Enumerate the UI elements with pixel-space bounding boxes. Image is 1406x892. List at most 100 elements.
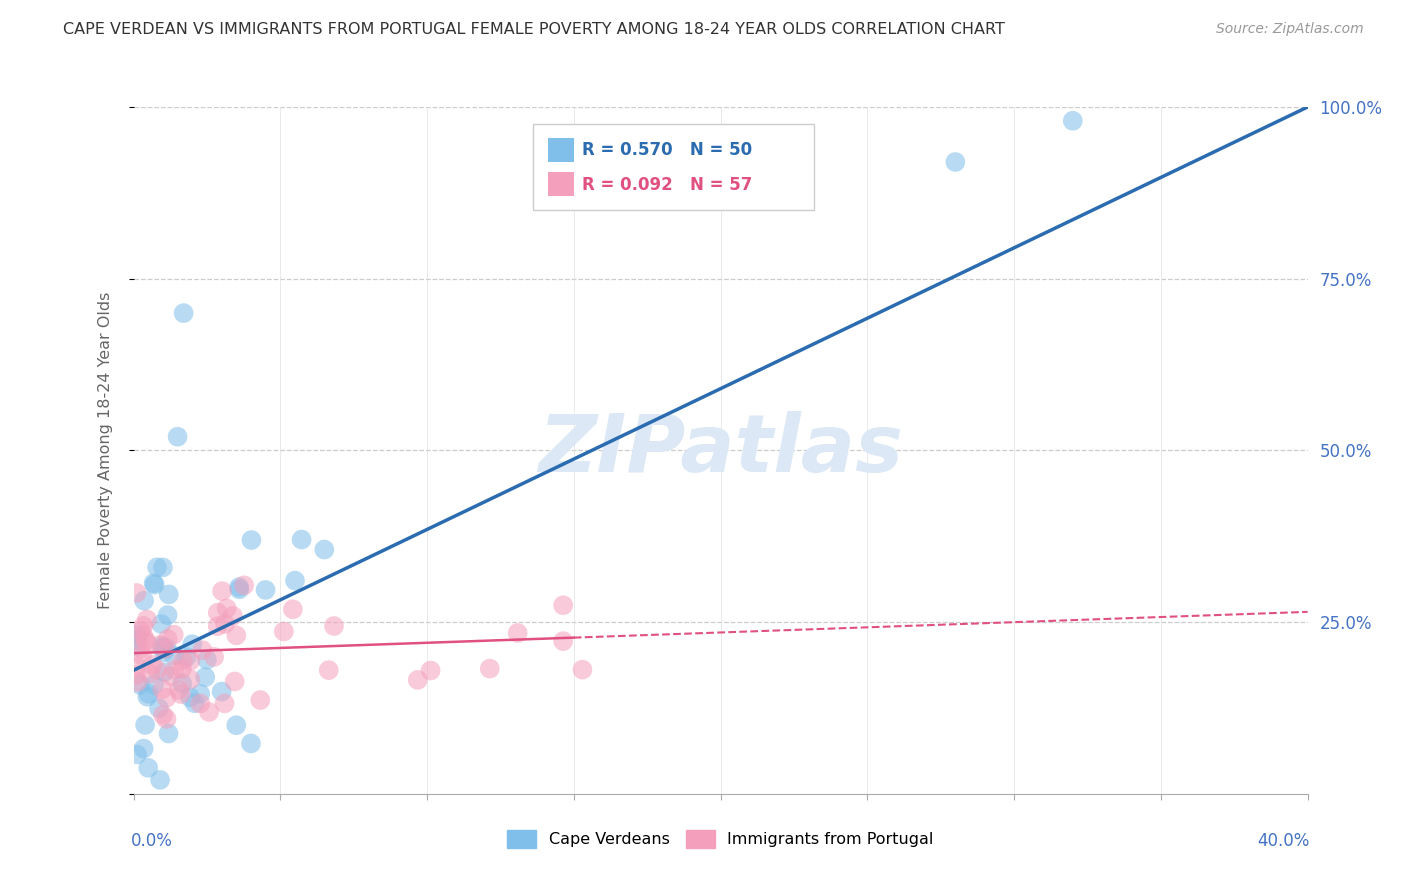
Point — [194, 670, 217, 684]
Point — [152, 640, 174, 655]
Point — [142, 576, 165, 591]
Point — [155, 690, 177, 705]
FancyBboxPatch shape — [533, 124, 814, 211]
Point — [225, 628, 247, 642]
Point — [202, 649, 225, 664]
Point — [163, 648, 186, 663]
Point — [141, 657, 163, 672]
Point — [225, 718, 247, 732]
Point — [179, 654, 201, 668]
Point — [152, 708, 174, 723]
Point — [134, 593, 156, 607]
Point — [138, 687, 160, 701]
Point — [134, 633, 156, 648]
Point — [188, 697, 211, 711]
Point — [170, 687, 193, 701]
Point — [228, 580, 250, 594]
Point — [127, 675, 149, 690]
Point — [125, 747, 148, 762]
Point — [136, 761, 159, 775]
Point — [132, 741, 155, 756]
Point — [191, 643, 214, 657]
Point — [176, 650, 198, 665]
Point — [318, 663, 340, 677]
Point — [143, 577, 166, 591]
Point — [128, 678, 150, 692]
Point — [153, 645, 176, 659]
Point — [146, 663, 169, 677]
Point — [215, 601, 238, 615]
Point — [181, 637, 204, 651]
Point — [125, 586, 148, 600]
Point — [136, 690, 159, 704]
Point — [166, 430, 188, 444]
Point — [195, 653, 218, 667]
Point — [290, 533, 312, 547]
Point — [125, 628, 148, 642]
Point — [239, 736, 263, 750]
Point — [153, 665, 176, 680]
Point — [156, 608, 179, 623]
Point — [146, 560, 169, 574]
Point — [179, 690, 201, 705]
Point — [157, 726, 180, 740]
Point — [125, 639, 148, 653]
FancyBboxPatch shape — [548, 138, 574, 162]
Point — [150, 617, 173, 632]
Point — [314, 542, 336, 557]
Point — [273, 624, 295, 639]
Point — [139, 666, 162, 681]
Point — [228, 582, 250, 597]
Point — [188, 687, 211, 701]
Point — [153, 642, 176, 657]
Point — [157, 587, 180, 601]
Point — [281, 602, 304, 616]
Point — [506, 626, 529, 640]
Text: Source: ZipAtlas.com: Source: ZipAtlas.com — [1216, 22, 1364, 37]
Point — [163, 663, 186, 677]
Point — [571, 663, 593, 677]
Y-axis label: Female Poverty Among 18-24 Year Olds: Female Poverty Among 18-24 Year Olds — [98, 292, 112, 609]
Point — [125, 659, 148, 673]
Point — [323, 619, 346, 633]
Point — [132, 619, 155, 633]
Point — [233, 578, 256, 592]
Point — [148, 701, 170, 715]
FancyBboxPatch shape — [548, 172, 574, 196]
Point — [134, 718, 156, 732]
Point — [419, 664, 441, 678]
Point — [149, 638, 172, 652]
Point — [170, 662, 193, 676]
Point — [155, 712, 177, 726]
Text: CAPE VERDEAN VS IMMIGRANTS FROM PORTUGAL FEMALE POVERTY AMONG 18-24 YEAR OLDS CO: CAPE VERDEAN VS IMMIGRANTS FROM PORTUGAL… — [63, 22, 1005, 37]
Point — [478, 662, 501, 676]
Text: R = 0.092   N = 57: R = 0.092 N = 57 — [582, 176, 752, 194]
Legend: Cape Verdeans, Immigrants from Portugal: Cape Verdeans, Immigrants from Portugal — [501, 823, 941, 855]
Point — [172, 676, 194, 690]
Point — [163, 627, 186, 641]
Point — [131, 648, 153, 663]
Point — [240, 533, 263, 547]
Point — [125, 632, 148, 647]
Point — [173, 306, 195, 320]
Text: ZIPatlas: ZIPatlas — [538, 411, 903, 490]
Point — [553, 599, 575, 613]
Point — [198, 705, 221, 719]
Point — [207, 619, 229, 633]
Point — [214, 616, 236, 631]
Point — [167, 683, 190, 698]
Point — [156, 632, 179, 646]
Text: 0.0%: 0.0% — [131, 831, 173, 850]
Text: R = 0.570   N = 50: R = 0.570 N = 50 — [582, 141, 752, 160]
Point — [214, 696, 236, 710]
Point — [132, 629, 155, 643]
Point — [249, 693, 271, 707]
Point — [254, 582, 277, 597]
Point — [149, 772, 172, 787]
Point — [222, 608, 245, 623]
Point — [150, 682, 173, 697]
Point — [1062, 113, 1084, 128]
Point — [207, 606, 229, 620]
Point — [150, 639, 173, 653]
Text: 40.0%: 40.0% — [1257, 831, 1310, 850]
